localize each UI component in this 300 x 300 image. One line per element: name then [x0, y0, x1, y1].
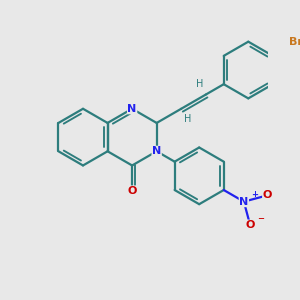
Text: O: O [128, 186, 137, 196]
Text: N: N [128, 104, 137, 114]
Text: Br: Br [289, 38, 300, 47]
Text: N: N [152, 146, 161, 156]
Text: −: − [257, 214, 264, 223]
Text: O: O [245, 220, 255, 230]
Text: H: H [184, 114, 191, 124]
Text: H: H [196, 79, 203, 89]
Text: +: + [251, 190, 258, 199]
Text: O: O [263, 190, 272, 200]
Text: N: N [239, 196, 248, 207]
